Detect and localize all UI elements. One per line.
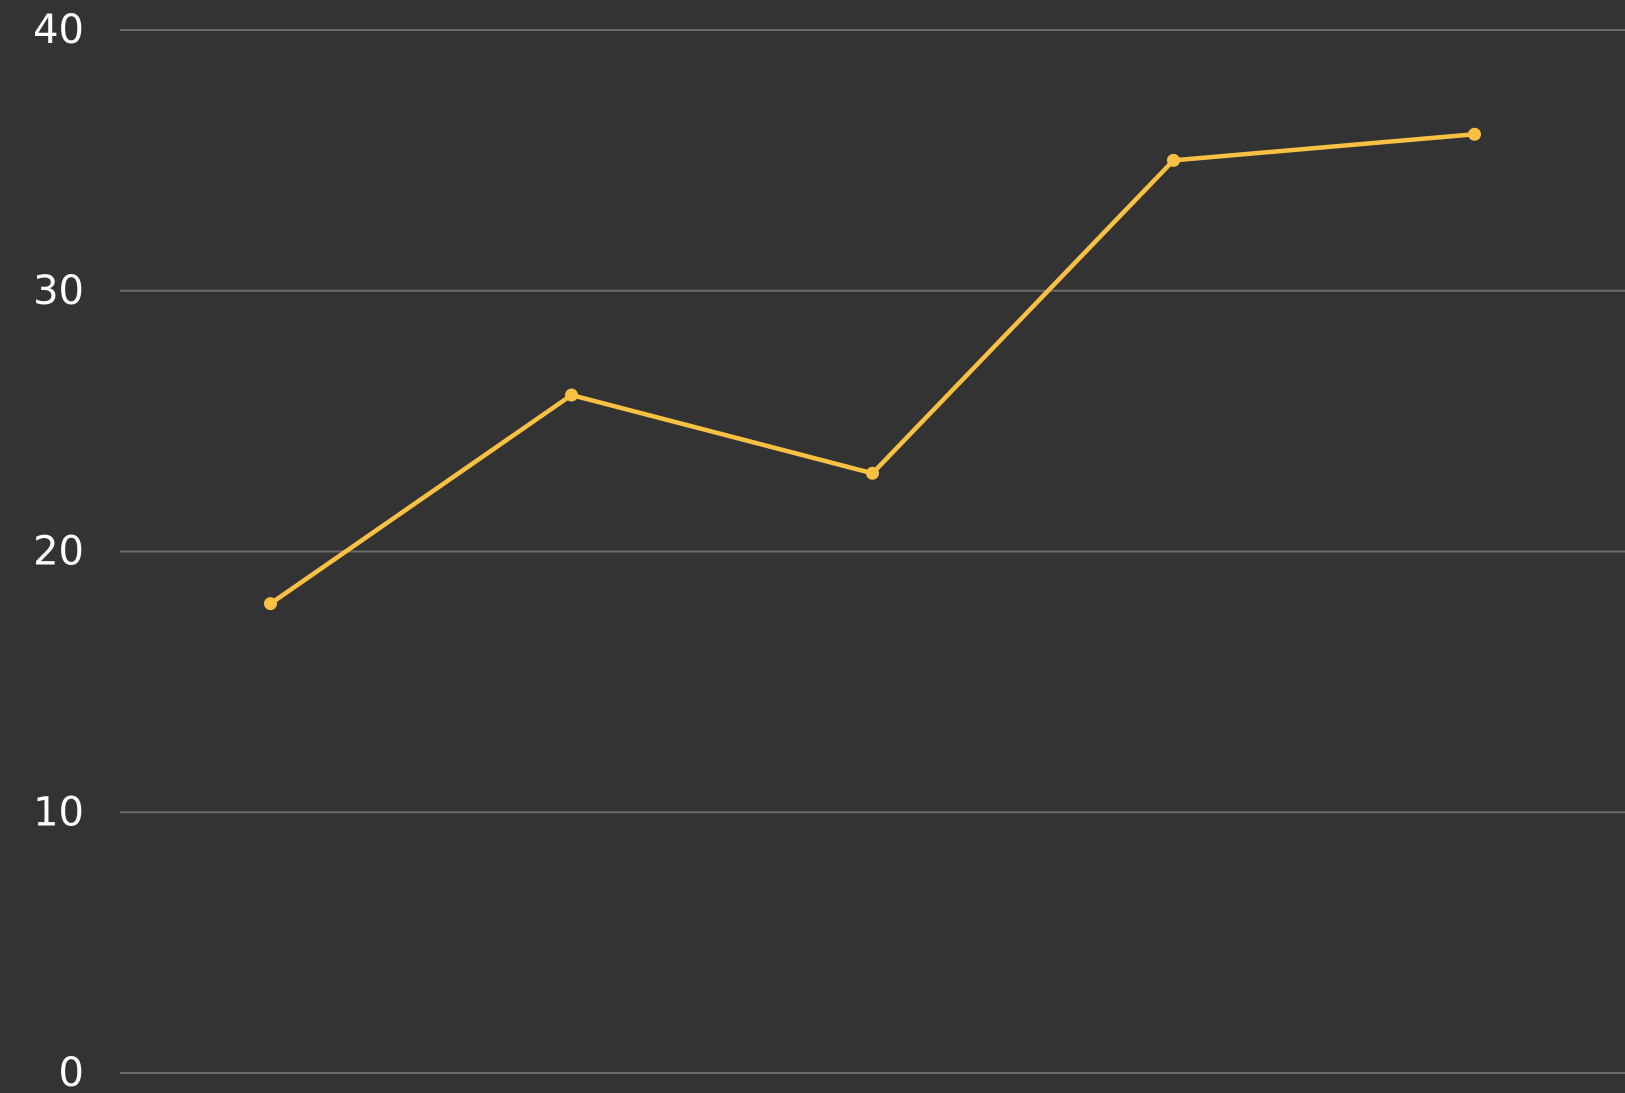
data-point <box>866 466 879 480</box>
data-point <box>565 388 578 402</box>
y-tick-label: 0 <box>59 1050 84 1093</box>
y-tick-label: 40 <box>33 7 84 53</box>
y-tick-label: 10 <box>33 789 84 835</box>
data-point <box>1468 127 1481 141</box>
y-tick-label: 20 <box>33 529 84 575</box>
data-point <box>264 597 277 611</box>
y-tick-label: 30 <box>33 268 84 314</box>
data-point <box>1167 153 1180 167</box>
